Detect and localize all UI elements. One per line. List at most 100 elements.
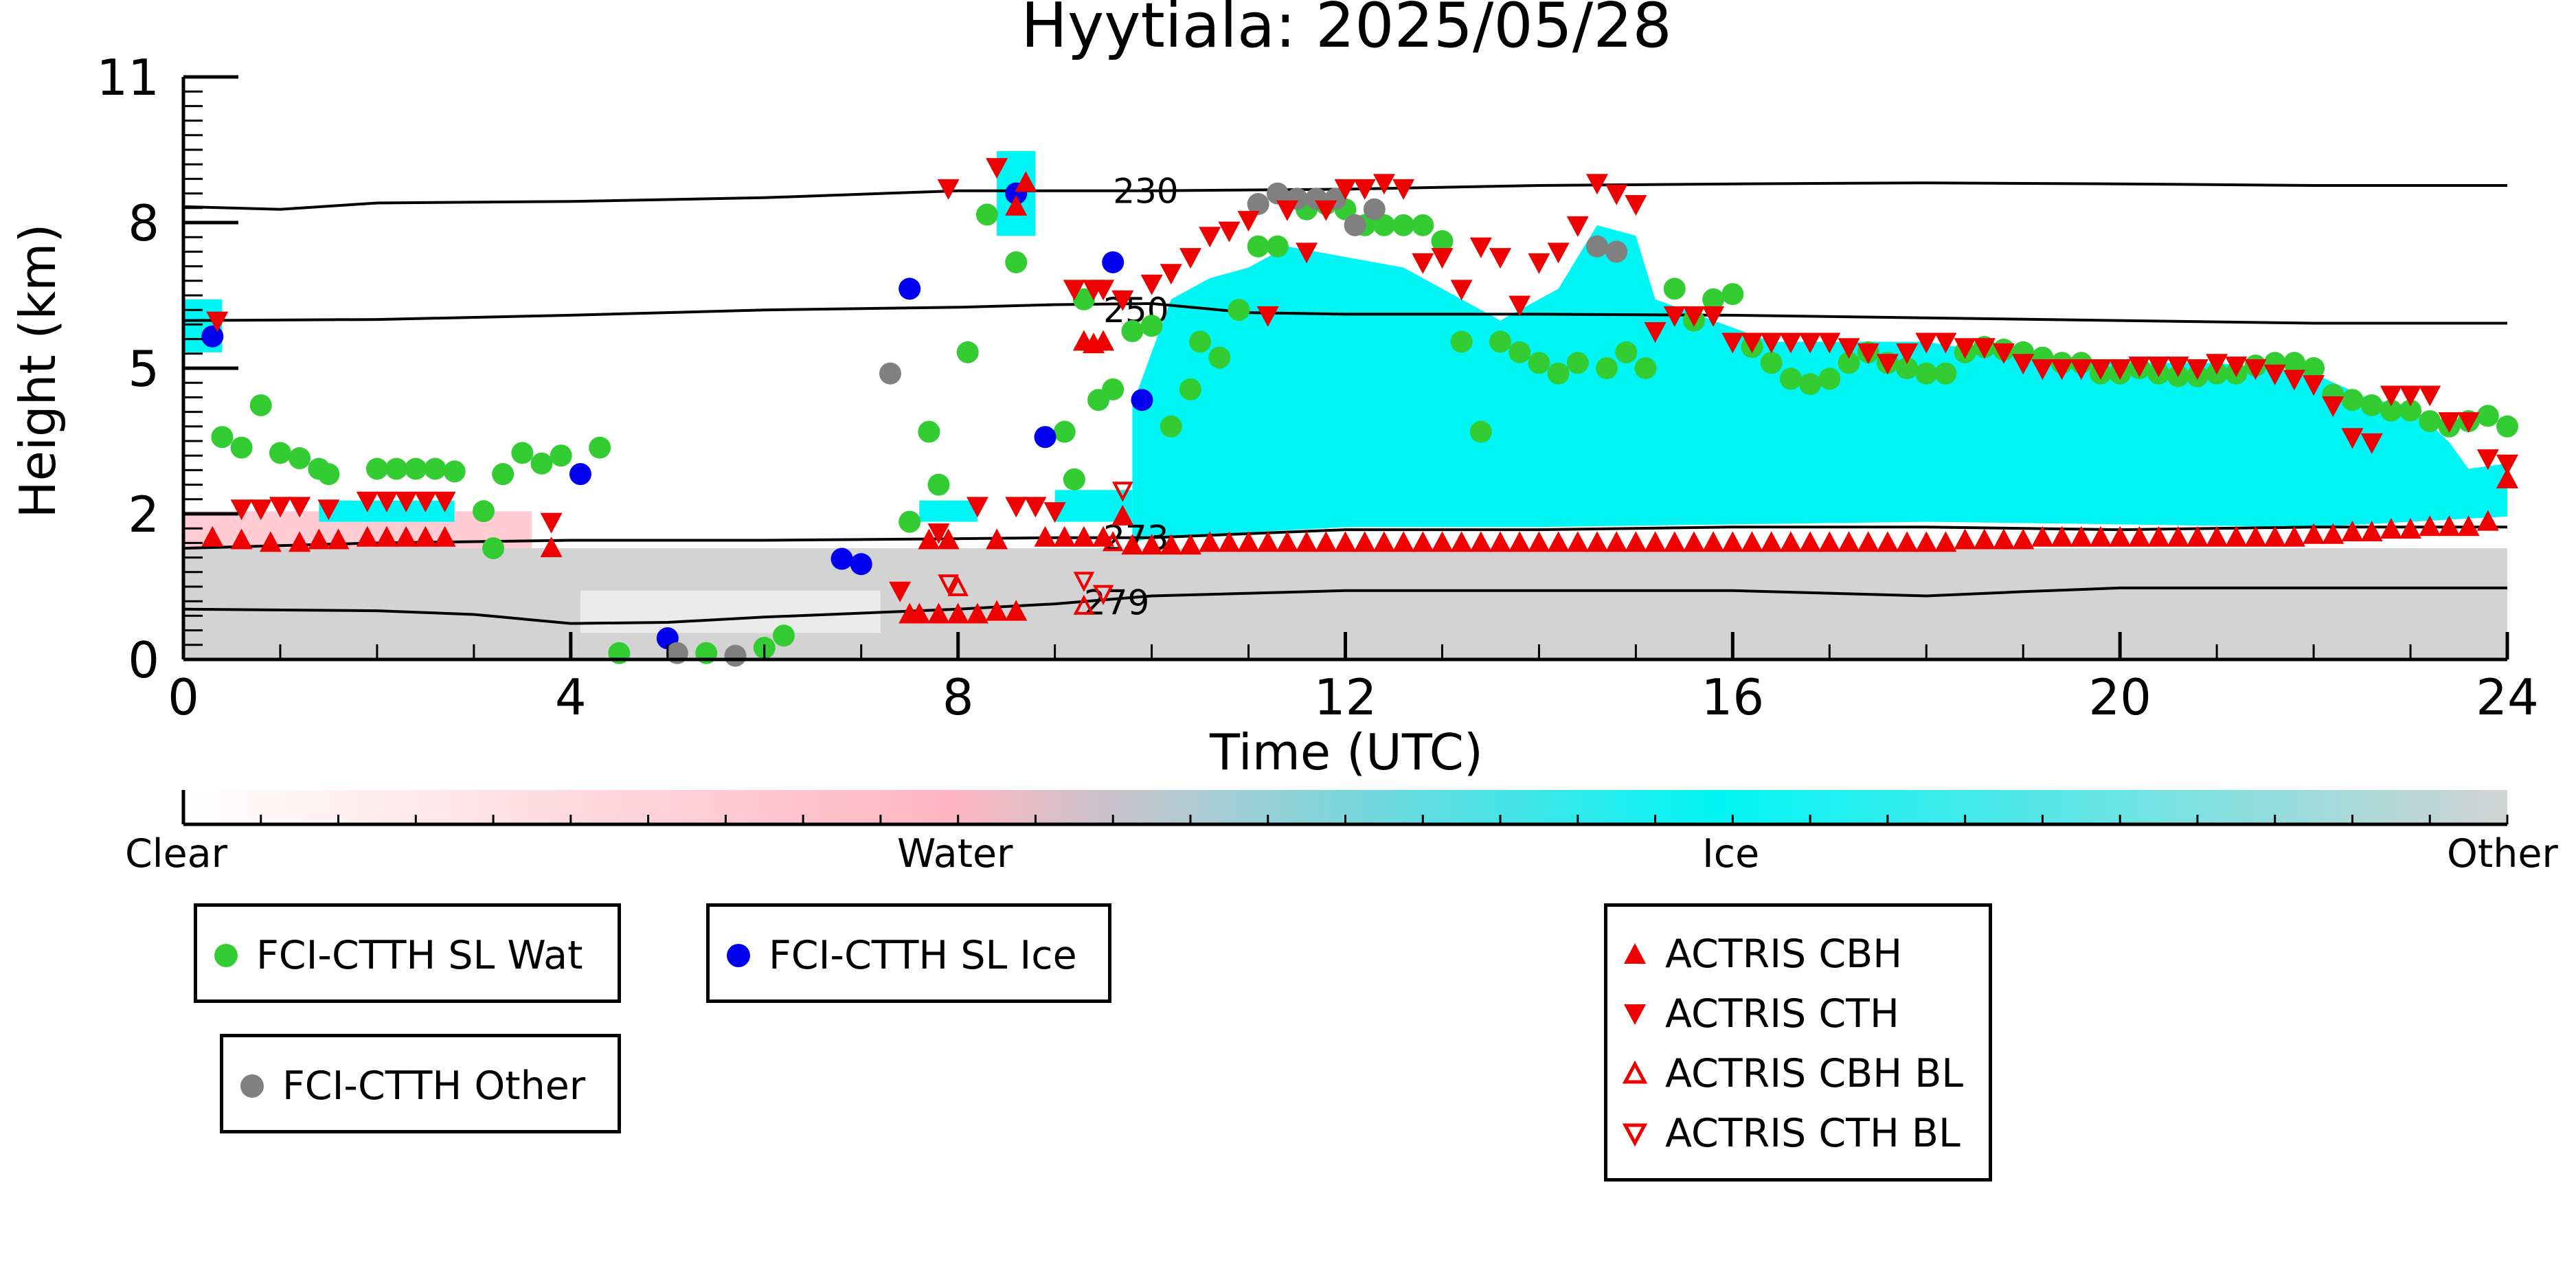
data-point [1741, 332, 1763, 354]
data-point [938, 574, 959, 595]
data-point [395, 526, 418, 547]
data-point [308, 528, 330, 550]
data-point [1111, 504, 1134, 526]
data-point [2476, 510, 2499, 531]
data-point [1315, 200, 1337, 221]
data-point [2206, 526, 2228, 547]
data-point [947, 602, 969, 624]
data-point [1644, 531, 1667, 552]
data-point [289, 497, 311, 518]
data-point [1005, 194, 1028, 216]
data-point [1179, 378, 1201, 400]
data-point [918, 528, 940, 550]
data-point [1111, 290, 1134, 311]
data-point [1702, 531, 1725, 552]
data-point [569, 463, 591, 486]
data-point [1315, 531, 1337, 552]
data-point [2031, 359, 2054, 380]
data-point [1276, 200, 1298, 221]
data-point [1140, 315, 1163, 337]
data-point [937, 528, 960, 550]
chart-title: Hyytiala: 2025/05/28 [1021, 0, 1671, 62]
data-point [1585, 235, 1608, 258]
data-point [1818, 531, 1841, 552]
data-point [2360, 521, 2383, 541]
data-point [1102, 378, 1125, 400]
data-point [1915, 332, 1938, 354]
data-point [1121, 534, 1144, 555]
y-tick-label: 5 [128, 340, 159, 398]
data-point [1121, 320, 1144, 343]
contour-label: 279 [1084, 583, 1149, 623]
data-point [1915, 531, 1938, 552]
data-point [2496, 415, 2518, 438]
data-point [2380, 399, 2402, 422]
data-point [1072, 526, 1095, 547]
data-point [1721, 283, 1744, 306]
legend-actris: ACTRIS CBH ACTRIS CTH ACTRIS CBH BL ACTR… [1604, 903, 1992, 1182]
data-point [1344, 214, 1366, 236]
data-point [2090, 359, 2112, 380]
data-point [1973, 338, 1996, 359]
data-point [2225, 357, 2248, 378]
y-tick-label: 0 [128, 631, 159, 689]
data-point [230, 436, 253, 459]
data-point [1509, 531, 1531, 552]
data-point [2341, 428, 2364, 449]
data-point [1721, 531, 1744, 552]
x-tick-label: 4 [555, 668, 587, 726]
x-tick-label: 8 [942, 668, 974, 726]
data-point [1634, 357, 1657, 379]
data-point [1934, 332, 1957, 354]
data-point [956, 341, 979, 363]
data-point [918, 420, 940, 443]
colorbar [181, 790, 2509, 826]
data-point [1372, 214, 1395, 236]
data-point [1296, 242, 1318, 264]
data-point [1954, 338, 1976, 359]
data-point [2186, 359, 2208, 380]
data-point [1334, 179, 1357, 200]
data-point [966, 602, 988, 624]
data-point [2263, 526, 2286, 547]
data-point [1469, 531, 1492, 552]
data-point [1112, 482, 1133, 502]
data-point [2012, 528, 2035, 550]
data-point [2322, 396, 2345, 417]
data-point [540, 512, 563, 534]
data-point [1392, 214, 1415, 236]
data-point [1199, 227, 1221, 248]
data-point [1160, 534, 1182, 555]
data-point [1896, 531, 1919, 552]
data-point [1721, 332, 1744, 354]
data-point [2050, 359, 2073, 380]
data-point [1818, 368, 1841, 390]
data-point [1218, 531, 1241, 552]
legend-marker-actris-cth-bl [1622, 1123, 1648, 1147]
data-point [927, 602, 950, 624]
data-point [2380, 385, 2402, 407]
data-point [2303, 523, 2325, 544]
x-axis-label: Time (UTC) [1209, 723, 1483, 781]
data-point [1005, 600, 1027, 620]
data-point [908, 602, 931, 624]
data-point [1237, 211, 1260, 232]
data-point [889, 581, 912, 602]
data-point [1015, 171, 1037, 192]
data-point [1586, 531, 1608, 552]
data-point [1683, 531, 1705, 552]
data-point [1005, 497, 1028, 518]
data-point [2090, 526, 2112, 547]
data-point [269, 497, 291, 518]
data-point [1469, 237, 1492, 258]
data-point [1431, 248, 1454, 269]
data-point [1779, 531, 1802, 552]
colorbar-label-clear: Clear [125, 831, 228, 877]
legend-marker-actris-cth [1624, 1004, 1646, 1025]
y-tick-label: 2 [128, 486, 159, 543]
data-point [540, 536, 563, 558]
data-point [1509, 341, 1531, 363]
data-point [1450, 330, 1473, 353]
data-point [899, 510, 921, 533]
